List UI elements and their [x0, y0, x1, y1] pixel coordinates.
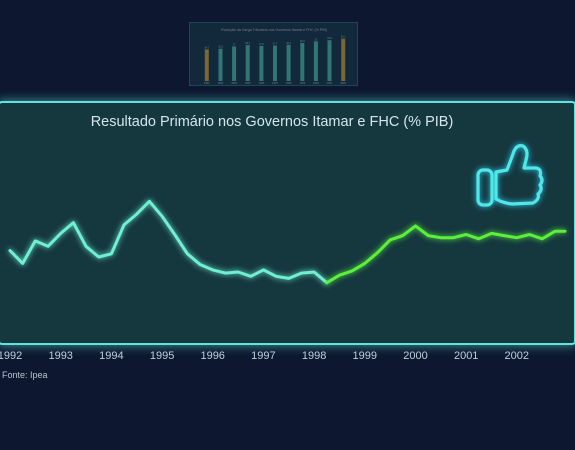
- thumbnail-value-label: 31: [315, 38, 318, 41]
- thumbnail-category-label: 1999: [299, 81, 305, 85]
- thumbnail-chart: Evolução da Carga Tributária nos Governo…: [189, 22, 358, 86]
- chart-panel: [0, 101, 575, 345]
- thumbnail-value-label: 27: [233, 44, 236, 47]
- thumbnail-category-label: 2000: [313, 81, 319, 85]
- x-tick-label: 2001: [454, 350, 478, 362]
- thumbnail-value-label: 27.7: [273, 43, 278, 46]
- x-tick-label: 2002: [505, 350, 529, 362]
- thumbnail-value-label: 27.5: [259, 43, 264, 46]
- thumbnail-value-label: 28.2: [245, 42, 250, 45]
- thumbnail-bar: [204, 49, 209, 81]
- thumbnail-bar: [341, 38, 346, 81]
- thumbnail-bar: [313, 41, 318, 81]
- x-tick-label: 1999: [353, 350, 377, 362]
- thumbnail-title: Evolução da Carga Tributária nos Governo…: [221, 28, 327, 32]
- thumbnail-value-label: 29.8: [300, 40, 305, 43]
- series-line-1: [8, 199, 329, 285]
- thumbnail-category-label: 1992: [204, 81, 210, 85]
- thumbnail-bar: [218, 48, 223, 81]
- thumbnail-bar: [300, 42, 305, 81]
- thumbnail-value-label: 28.3: [286, 42, 291, 45]
- thumbnail-category-label: 2001: [327, 81, 333, 85]
- thumbs-up-icon: [476, 144, 544, 207]
- source-note: Fonte: Ipea: [2, 370, 48, 380]
- x-tick-label: 1995: [150, 350, 174, 362]
- thumbnail-value-label: 33.1: [341, 36, 346, 39]
- x-tick-label: 2000: [403, 350, 427, 362]
- thumbnail-bar: [232, 46, 237, 81]
- thumbnail-category-label: 1998: [286, 81, 292, 85]
- thumbnail-category-label: 1993: [218, 81, 224, 85]
- thumbnail-bar: [259, 45, 264, 81]
- thumbnail-category-label: 2002: [340, 81, 346, 85]
- x-tick-label: 1993: [48, 350, 72, 362]
- thumbnail-bar: [286, 44, 291, 81]
- chart-title: Resultado Primário nos Governos Itamar e…: [91, 114, 454, 130]
- x-tick-label: 1994: [99, 350, 123, 362]
- thumbnail-bar: [273, 45, 277, 81]
- x-tick-label: 1992: [0, 350, 22, 362]
- thumbnail-category-label: 1996: [259, 81, 265, 85]
- series-line-2: [325, 224, 567, 285]
- x-tick-label: 1997: [251, 350, 275, 362]
- thumbnail-category-label: 1997: [272, 81, 278, 85]
- thumbnail-category-label: 1994: [231, 81, 237, 85]
- thumbnail-value-label: 31.9: [327, 37, 332, 40]
- x-tick-label: 1998: [302, 350, 326, 362]
- series-layer: [8, 199, 567, 285]
- thumbnail-value-label: 25.3: [218, 46, 223, 49]
- x-tick-label: 1996: [200, 350, 224, 362]
- thumbnail-value-label: 24.7: [204, 46, 209, 49]
- thumbnail-bar: [327, 40, 332, 81]
- x-tick-layer: 1992 1993 1994 1995 1996 1997 1998 1999 2000 2001…: [0, 350, 529, 362]
- thumbnail-bar: [245, 45, 250, 81]
- thumbnail-category-label: 1995: [245, 81, 251, 85]
- thumbnail-chart-svg: Evolução da Carga Tributária nos Governo…: [204, 28, 347, 85]
